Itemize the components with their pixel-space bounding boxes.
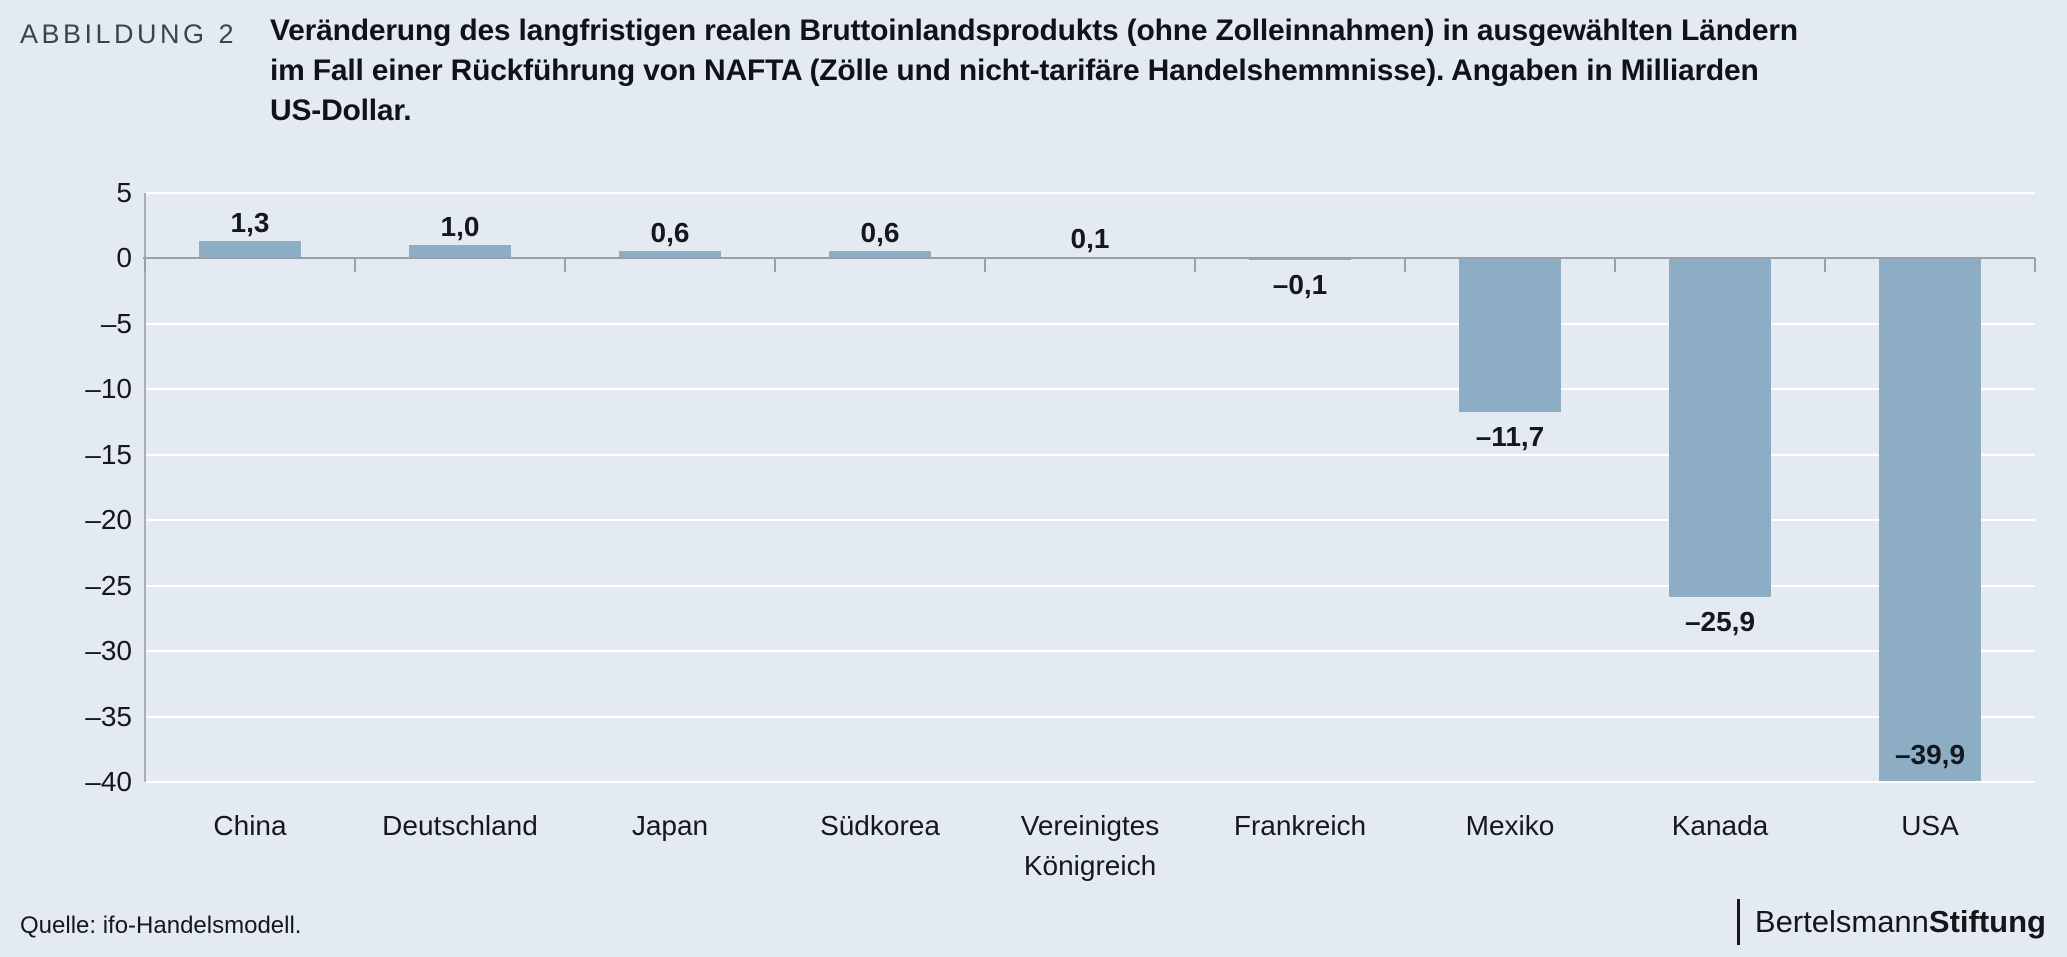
x-axis-category-label: Vereinigtes Königreich bbox=[1020, 810, 1160, 881]
bar-value-label: –0,1 bbox=[1272, 268, 1328, 300]
y-axis-tick-label: –20 bbox=[85, 504, 132, 536]
x-axis-category-label: Deutschland bbox=[382, 810, 538, 841]
bar-mexiko bbox=[1459, 258, 1561, 412]
chart-title-line-1: Veränderung des langfristigen realen Bru… bbox=[270, 14, 1798, 47]
bar-value-label: 1,3 bbox=[230, 207, 270, 239]
gridline-y--35 bbox=[145, 715, 2035, 718]
gridline-y--15 bbox=[145, 453, 2035, 456]
chart-title: Veränderung des langfristigen realen Bru… bbox=[270, 11, 2050, 131]
bar-value-label: 0,1 bbox=[1070, 223, 1110, 255]
x-axis-tick bbox=[2034, 258, 2036, 273]
brand-name-bold: Stiftung bbox=[1928, 904, 2046, 939]
brand-logo: Bertelsmann Stiftung bbox=[1736, 897, 2046, 947]
bar-value-label: –25,9 bbox=[1684, 606, 1756, 638]
x-axis-tick bbox=[984, 258, 986, 273]
brand-divider-bar bbox=[1736, 899, 1740, 945]
x-axis-category-label: Südkorea bbox=[820, 810, 940, 841]
x-axis-tick bbox=[774, 258, 776, 273]
gridline-y--10 bbox=[145, 388, 2035, 391]
x-axis-tick bbox=[1824, 258, 1826, 273]
bar-value-label: –39,9 bbox=[1894, 738, 1966, 770]
y-axis-tick-label: –40 bbox=[85, 766, 132, 797]
gridline-y--5 bbox=[145, 322, 2035, 325]
figure-label: ABBILDUNG 2 bbox=[20, 19, 238, 49]
chart-title-line-3: US-Dollar. bbox=[270, 94, 412, 127]
y-axis-tick-label: –5 bbox=[100, 307, 132, 339]
chart-title-line-2: im Fall einer Rückführung von NAFTA (Zöl… bbox=[270, 54, 1759, 87]
bar-value-label: 0,6 bbox=[860, 216, 900, 248]
bar-usa bbox=[1879, 258, 1981, 781]
y-axis-tick-label: –25 bbox=[85, 569, 132, 601]
y-axis-tick-label: –35 bbox=[85, 700, 132, 732]
y-axis-tick-label: 0 bbox=[116, 242, 132, 274]
y-axis-line bbox=[144, 193, 146, 782]
bar-value-label: 0,6 bbox=[650, 216, 690, 248]
brand-name-regular: Bertelsmann bbox=[1754, 904, 1929, 939]
bar-china bbox=[199, 241, 301, 259]
y-axis-tick-label: –15 bbox=[85, 438, 132, 470]
bar-südkorea bbox=[829, 250, 931, 259]
y-axis-tick-label: –30 bbox=[85, 635, 132, 667]
gridline-y--25 bbox=[145, 584, 2035, 587]
x-axis-tick bbox=[564, 258, 566, 273]
bar-deutschland bbox=[409, 245, 511, 259]
x-axis-tick bbox=[144, 258, 146, 273]
x-axis-category-label: Kanada bbox=[1671, 810, 1769, 841]
x-axis-tick bbox=[1614, 258, 1616, 273]
gridline-y--20 bbox=[145, 519, 2035, 522]
x-axis-category-label: China bbox=[213, 810, 287, 841]
bar-kanada bbox=[1669, 258, 1771, 598]
x-axis-category-label: Japan bbox=[631, 810, 709, 841]
x-axis-tick bbox=[1194, 258, 1196, 273]
bar-value-label: 1,0 bbox=[440, 211, 480, 243]
source-note: Quelle: ifo-Handelsmodell. bbox=[20, 912, 302, 939]
bar-japan bbox=[619, 250, 721, 259]
zero-baseline bbox=[143, 257, 2035, 260]
gridline-y-5 bbox=[145, 192, 2035, 194]
y-axis-tick-label: –10 bbox=[85, 373, 132, 405]
x-axis-category-label: USA bbox=[1901, 810, 1959, 841]
y-axis-tick-label: 5 bbox=[116, 177, 132, 208]
gridline-y--40 bbox=[145, 781, 2035, 783]
x-axis-category-label: Frankreich bbox=[1233, 810, 1367, 841]
x-axis-tick bbox=[1404, 258, 1406, 273]
x-axis-category-label: Mexiko bbox=[1465, 810, 1555, 841]
bar-value-label: –11,7 bbox=[1475, 420, 1545, 452]
gridline-y--30 bbox=[145, 650, 2035, 653]
x-axis-tick bbox=[354, 258, 356, 273]
